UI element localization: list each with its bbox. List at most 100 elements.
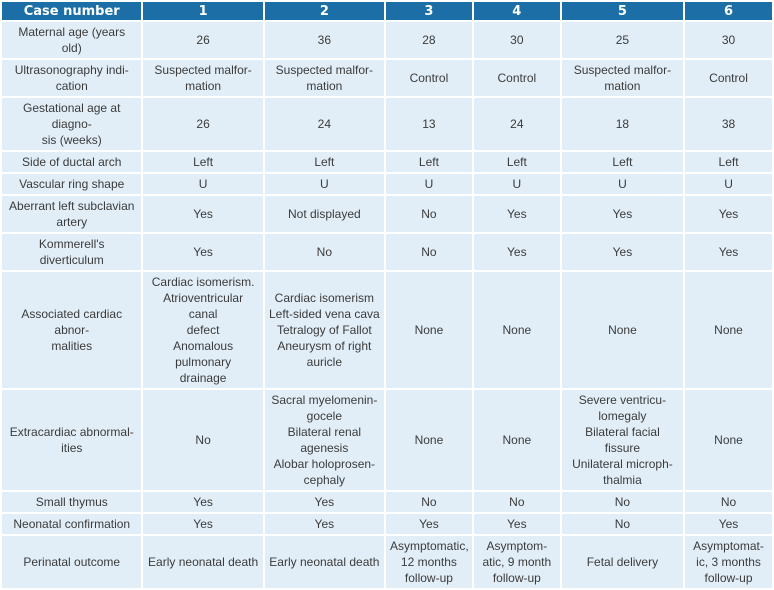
row-label: Perinatal outcome	[2, 536, 142, 588]
table-cell: No	[385, 492, 472, 512]
row-label: Kommerell's diverticulum	[2, 234, 142, 270]
table-cell: No	[143, 390, 263, 490]
table-cell: No	[385, 234, 472, 270]
table-cell: 24	[473, 98, 560, 150]
row-label: Vascular ring shape	[2, 174, 142, 194]
table-cell: 26	[143, 98, 263, 150]
table-cell: No	[685, 492, 772, 512]
table-cell: Control	[385, 60, 472, 96]
table-cell: Control	[685, 60, 772, 96]
header-case-2: 2	[264, 2, 384, 20]
table-cell: U	[385, 174, 472, 194]
table-cell: Yes	[473, 196, 560, 232]
table-row: Kommerell's diverticulum Yes No No Yes Yes Yes	[2, 234, 772, 270]
row-label: Extracardiac abnormal- ities	[2, 390, 142, 490]
table-cell: Yes	[473, 514, 560, 534]
table-cell: U	[264, 174, 384, 194]
table-row: Vascular ring shape U U U U U U	[2, 174, 772, 194]
table-cell: 30	[473, 22, 560, 58]
table-cell: Yes	[143, 234, 263, 270]
table-row: Small thymus Yes Yes No No No No	[2, 492, 772, 512]
table-cell: Left	[473, 152, 560, 172]
table-cell: No	[473, 492, 560, 512]
row-label: Aberrant left subclavian artery	[2, 196, 142, 232]
table-row: Associated cardiac abnor- malities Cardia…	[2, 272, 772, 388]
table-cell: 38	[685, 98, 772, 150]
table-row: Maternal age (years old) 26 36 28 30 25 30	[2, 22, 772, 58]
table-cell: No	[385, 196, 472, 232]
table-cell: Asymptom- atic, 9 month follow-up	[473, 536, 560, 588]
row-label: Side of ductal arch	[2, 152, 142, 172]
table-cell: Yes	[264, 514, 384, 534]
table-cell: No	[561, 492, 684, 512]
table-cell: Yes	[143, 196, 263, 232]
table-cell: None	[385, 390, 472, 490]
table-cell: Yes	[685, 514, 772, 534]
header-case-5: 5	[561, 2, 684, 20]
table-cell: 13	[385, 98, 472, 150]
table-cell: Not displayed	[264, 196, 384, 232]
table-cell: Yes	[685, 196, 772, 232]
table-cell: Early neonatal death	[143, 536, 263, 588]
row-label: Small thymus	[2, 492, 142, 512]
table-cell: None	[473, 272, 560, 388]
table-cell: Early neonatal death	[264, 536, 384, 588]
table-row: Extracardiac abnormal- ities No Sacral mye…	[2, 390, 772, 490]
header-case-number: Case number	[2, 2, 142, 20]
table-cell: U	[685, 174, 772, 194]
row-label: Gestational age at diagno- sis (weeks)	[2, 98, 142, 150]
header-case-3: 3	[385, 2, 472, 20]
table-cell: Left	[685, 152, 772, 172]
table-cell: 18	[561, 98, 684, 150]
table-cell: Yes	[264, 492, 384, 512]
table-cell: No	[561, 514, 684, 534]
table-row: Side of ductal arch Left Left Left Left Left L…	[2, 152, 772, 172]
table-cell: Cardiac isomerism Left-sided vena cava T…	[264, 272, 384, 388]
table-cell: 30	[685, 22, 772, 58]
table-cell: None	[685, 390, 772, 490]
table-cell: Yes	[685, 234, 772, 270]
header-row: Case number 1 2 3 4 5 6	[2, 2, 772, 20]
table-cell: Yes	[143, 514, 263, 534]
table-cell: None	[385, 272, 472, 388]
table-cell: 28	[385, 22, 472, 58]
table-cell: Suspected malfor- mation	[264, 60, 384, 96]
table-cell: Suspected malfor- mation	[143, 60, 263, 96]
table-cell: Left	[264, 152, 384, 172]
table-cell: Yes	[143, 492, 263, 512]
table-row: Gestational age at diagno- sis (weeks) 26…	[2, 98, 772, 150]
table-cell: Asymptomat- ic, 3 months follow-up	[685, 536, 772, 588]
table-cell: U	[473, 174, 560, 194]
table-cell: Severe ventricu- lomegaly Bilateral faci…	[561, 390, 684, 490]
table-row: Ultrasonography indi- cation Suspected ma…	[2, 60, 772, 96]
row-label: Maternal age (years old)	[2, 22, 142, 58]
table-cell: Sacral myelomenin- gocele Bilateral rena…	[264, 390, 384, 490]
table-cell: Yes	[473, 234, 560, 270]
table-cell: Yes	[561, 196, 684, 232]
table-cell: 26	[143, 22, 263, 58]
row-label: Neonatal confirmation	[2, 514, 142, 534]
table-cell: No	[264, 234, 384, 270]
table-cell: Left	[385, 152, 472, 172]
table-cell: Fetal delivery	[561, 536, 684, 588]
table-cell: None	[685, 272, 772, 388]
table-cell: 36	[264, 22, 384, 58]
table-cell: Suspected malfor- mation	[561, 60, 684, 96]
table-cell: U	[143, 174, 263, 194]
table-cell: Control	[473, 60, 560, 96]
table-row: Perinatal outcome Early neonatal death Ear…	[2, 536, 772, 588]
table-cell: None	[473, 390, 560, 490]
table-cell: Asymptomatic, 12 months follow-up	[385, 536, 472, 588]
table-row: Neonatal confirmation Yes Yes Yes Yes No Yes	[2, 514, 772, 534]
table-cell: Left	[143, 152, 263, 172]
header-case-1: 1	[143, 2, 263, 20]
table-cell: Yes	[385, 514, 472, 534]
header-case-6: 6	[685, 2, 772, 20]
table-cell: Cardiac isomerism. Atrioventricular cana…	[143, 272, 263, 388]
table-cell: Left	[561, 152, 684, 172]
table-cell: 24	[264, 98, 384, 150]
row-label: Associated cardiac abnor- malities	[2, 272, 142, 388]
table-cell: None	[561, 272, 684, 388]
table-cell: U	[561, 174, 684, 194]
